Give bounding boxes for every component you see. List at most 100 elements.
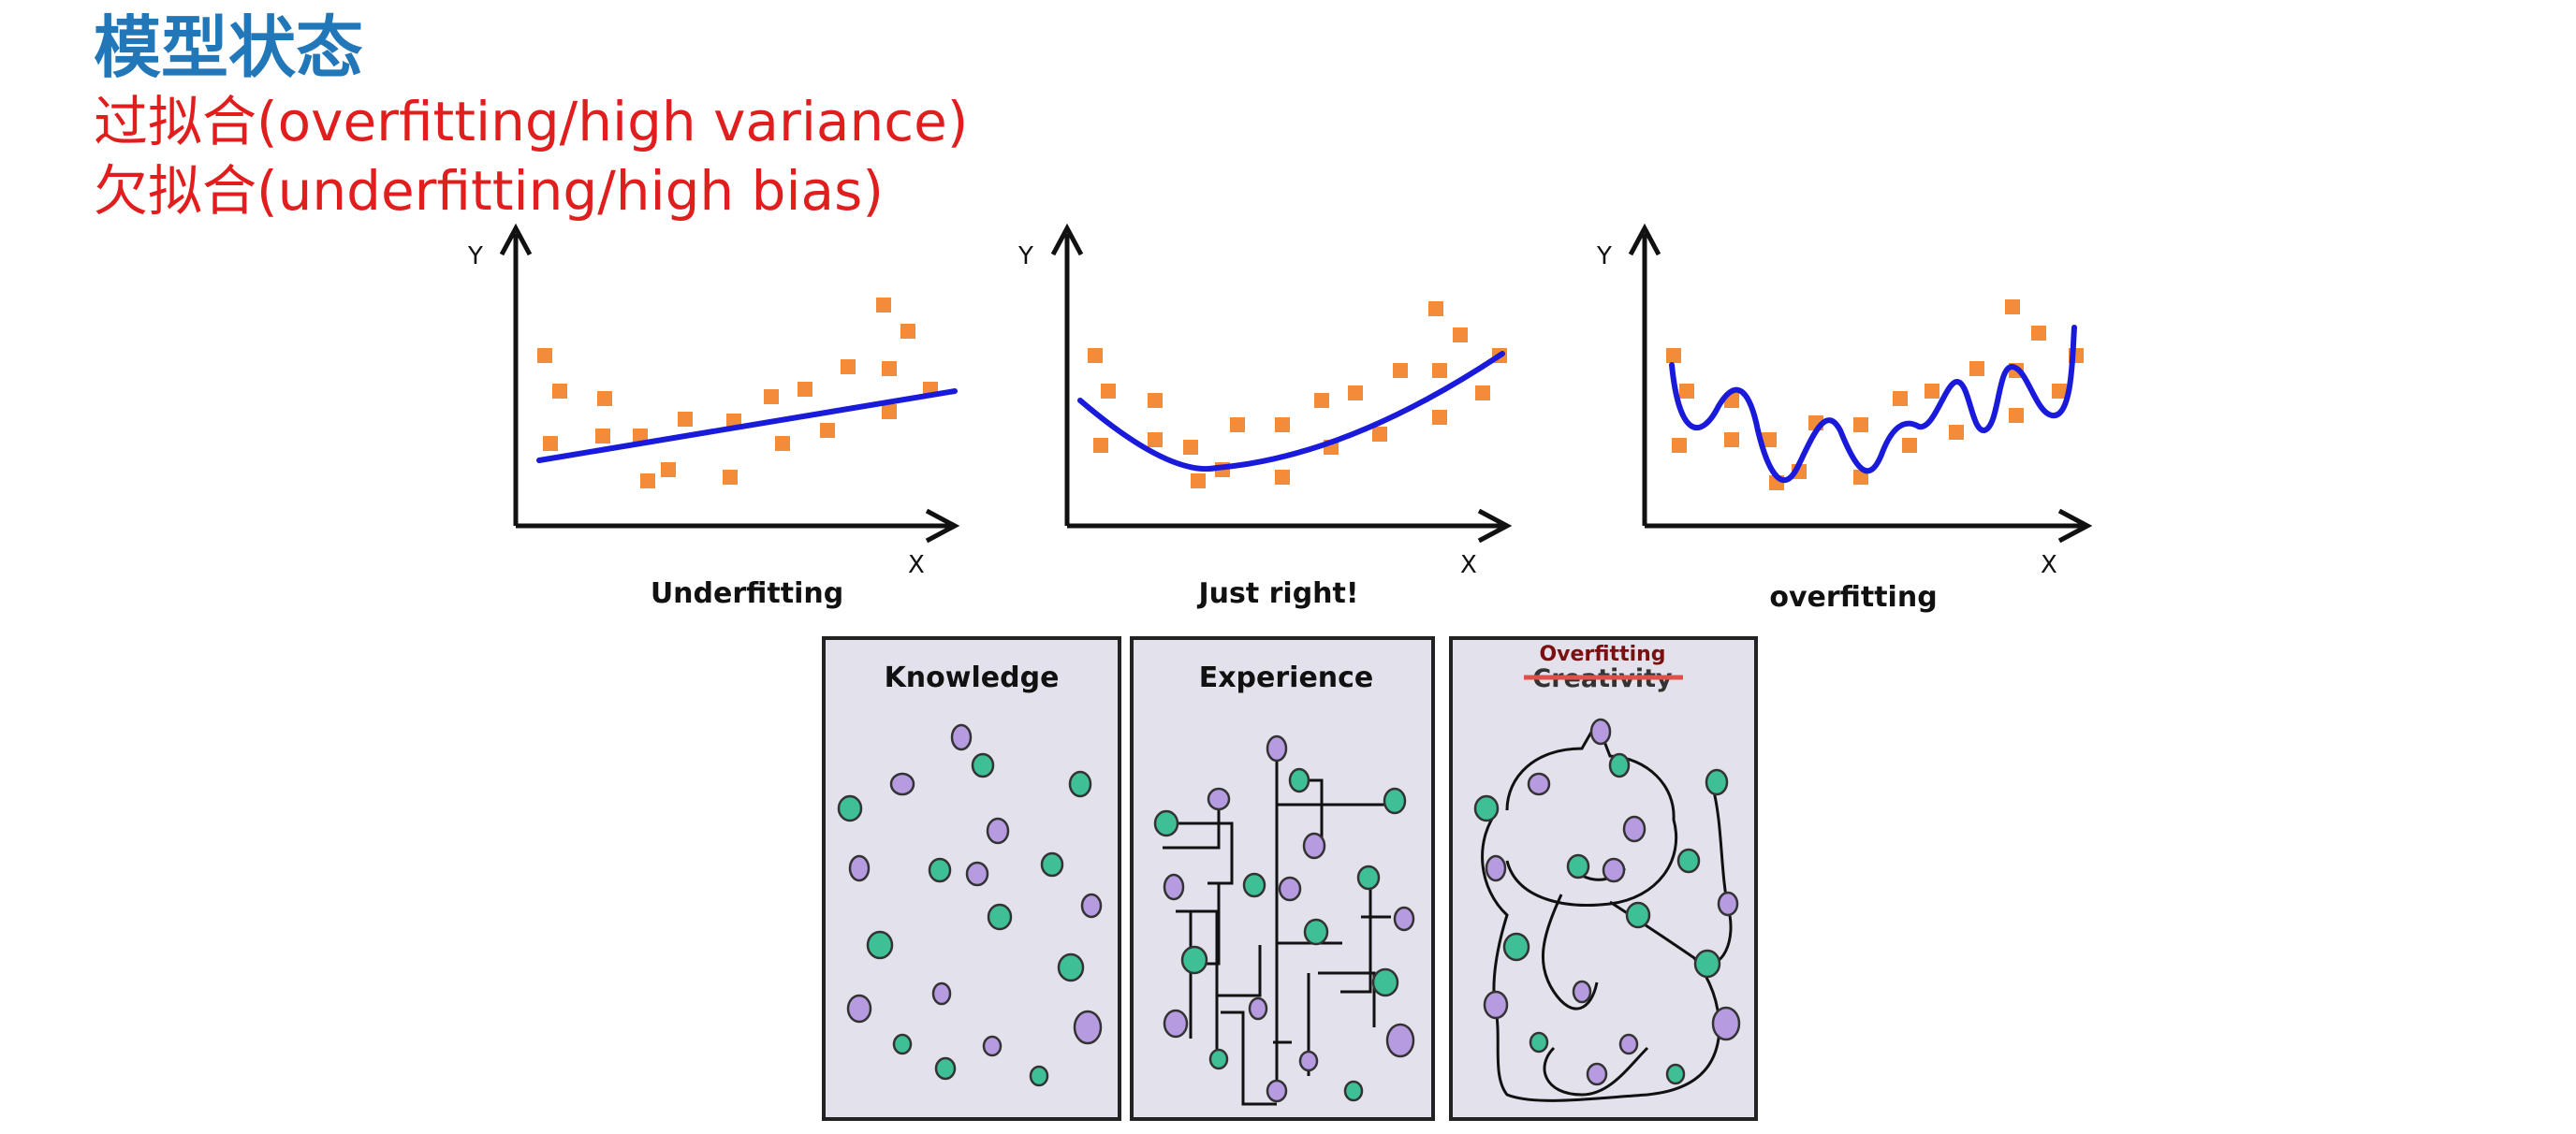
dot (965, 861, 989, 887)
data-point (1432, 410, 1447, 425)
data-point (900, 324, 915, 339)
dot (1705, 768, 1729, 796)
underfitting-chart: Y X Underfitting (467, 223, 960, 610)
creativity-panel: Creativity Overfitting (1449, 636, 1758, 1121)
dot (1383, 787, 1407, 815)
y-axis-label: Y (467, 242, 483, 270)
x-axis-arrowhead (2057, 508, 2093, 544)
data-point (2009, 408, 2024, 423)
dot (1527, 772, 1551, 796)
dot (950, 723, 973, 751)
dot (1371, 967, 1399, 997)
underfitting-definition: 欠拟合(underfitting/high bias) (94, 159, 884, 223)
data-point (1393, 363, 1408, 378)
data-point (764, 389, 779, 404)
dot (1040, 851, 1064, 878)
dot (1589, 718, 1612, 746)
data-point (882, 404, 897, 419)
data-point (1148, 393, 1163, 408)
y-axis-arrowhead (1628, 223, 1661, 256)
data-point (1275, 470, 1290, 485)
overfitting-chart: Y X overfitting (1596, 223, 2093, 614)
dot (837, 794, 863, 822)
fit-line (536, 388, 958, 463)
dot (1180, 945, 1208, 975)
data-point (1902, 438, 1917, 453)
data-point (1230, 417, 1245, 432)
dot (846, 994, 872, 1024)
dot (1080, 893, 1103, 919)
data-point (1432, 363, 1447, 378)
data-point (820, 423, 835, 438)
data-point (1853, 470, 1868, 485)
data-point (2031, 326, 2046, 341)
dot (1266, 1079, 1288, 1103)
data-point (597, 391, 612, 406)
dot (1529, 1031, 1549, 1054)
data-point (1183, 440, 1198, 455)
dot (1303, 918, 1329, 946)
dot (1278, 876, 1302, 902)
data-point (1453, 327, 1468, 342)
dot (1693, 949, 1721, 979)
data-point (2005, 299, 2020, 314)
experience-panel: Experience (1130, 636, 1435, 1121)
dot (1711, 1006, 1741, 1041)
fit-curve (1077, 351, 1505, 472)
dot (1242, 872, 1266, 898)
data-point (1893, 391, 1908, 406)
experience-dots (1153, 734, 1415, 1103)
data-point (633, 429, 648, 443)
dot (848, 854, 871, 882)
dot (1586, 1062, 1608, 1086)
x-axis-label: X (908, 551, 925, 579)
knowledge-dots (837, 723, 1103, 1087)
data-point (1088, 348, 1103, 363)
data-point (841, 359, 856, 374)
dot (866, 930, 894, 960)
x-axis-label: X (2041, 551, 2057, 579)
data-point (1148, 432, 1163, 447)
data-point (661, 462, 676, 477)
connection-lines (1163, 749, 1395, 1106)
dot (1717, 891, 1739, 917)
dot (1572, 980, 1592, 1004)
data-point (1672, 438, 1687, 453)
data-point (595, 429, 610, 443)
data-point (1969, 361, 1984, 376)
knowledge-panel: Knowledge (822, 636, 1121, 1121)
slide-title: 模型状态 (94, 8, 364, 87)
data-point (876, 298, 891, 313)
dot (1602, 857, 1626, 883)
data-point (1925, 384, 1939, 399)
dot (1298, 1050, 1319, 1072)
dot (1057, 952, 1085, 982)
y-axis-label: Y (1017, 242, 1033, 270)
fit-curve (1669, 325, 2077, 483)
data-point (1853, 417, 1868, 432)
dot (1608, 752, 1631, 778)
data-point (1093, 438, 1108, 453)
data-point (1275, 417, 1290, 432)
dot (1163, 1009, 1189, 1039)
data-points (1088, 301, 1507, 488)
dot (1356, 865, 1381, 891)
data-point (1372, 427, 1387, 442)
dot (1485, 854, 1507, 882)
dot (1483, 990, 1509, 1020)
data-point (1679, 384, 1694, 399)
data-point (552, 384, 567, 399)
dot (971, 752, 995, 778)
data-point (1348, 385, 1363, 400)
just-right-chart: Y X Just right! (1017, 223, 1513, 610)
creativity-dots (1473, 718, 1741, 1086)
dot (1248, 996, 1268, 1021)
dot (1153, 809, 1179, 837)
dot (1029, 1065, 1049, 1087)
dot (1473, 794, 1500, 822)
data-point (1724, 432, 1739, 447)
dot (1302, 832, 1326, 860)
dot (1163, 873, 1185, 901)
data-point (798, 382, 812, 397)
dot (931, 981, 952, 1006)
